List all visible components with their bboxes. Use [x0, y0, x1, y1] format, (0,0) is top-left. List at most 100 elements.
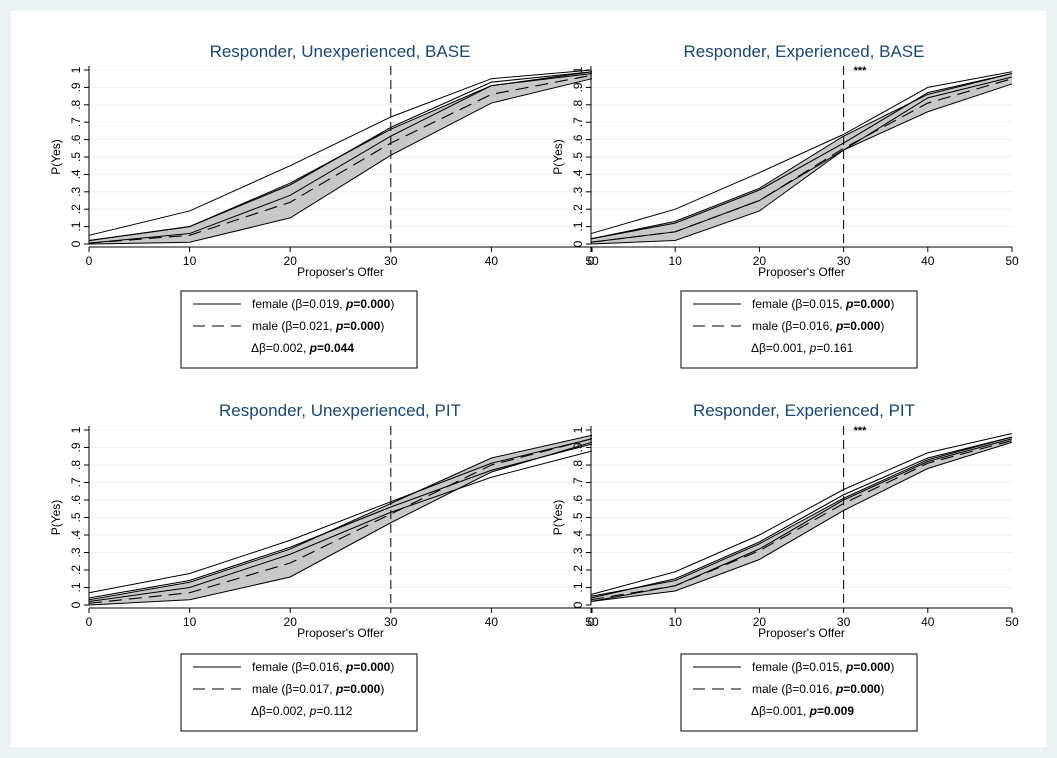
- legend-p-value: =0.000: [853, 297, 890, 311]
- x-axis-title: Proposer's Offer: [297, 626, 384, 640]
- legend-entry-male: male (β=0.017, p=0.000): [252, 682, 384, 696]
- y-axis-title: P(Yes): [49, 139, 63, 175]
- legend-text: male (β=0.021,: [252, 319, 336, 333]
- legend-close: ): [380, 682, 384, 696]
- legend-text: male (β=0.016,: [752, 319, 836, 333]
- y-tick-label: .3: [69, 547, 83, 557]
- series-line-female: [88, 443, 593, 599]
- y-tick-label: .3: [571, 547, 585, 557]
- x-tick-label: 40: [485, 615, 499, 629]
- legend-p-value: =0.000: [353, 660, 390, 674]
- legend: female (β=0.015, p=0.000)male (β=0.016, …: [680, 653, 918, 732]
- legend-p-value: =0.000: [843, 682, 880, 696]
- legend-text: female (β=0.016,: [252, 660, 346, 674]
- ci-upper-line-male: [88, 434, 593, 601]
- x-tick-label: 20: [753, 615, 767, 629]
- x-tick-label: 20: [284, 254, 298, 268]
- legend-p-symbol: p: [309, 341, 317, 355]
- x-tick-label: 20: [284, 615, 298, 629]
- legend-close: ): [390, 660, 394, 674]
- legend-text: Δβ=0.002,: [251, 341, 310, 355]
- x-tick-label: 10: [669, 254, 683, 268]
- y-tick-label: .1: [69, 582, 83, 592]
- x-tick-label: 0: [588, 254, 595, 268]
- y-tick-label: .5: [69, 152, 83, 162]
- legend-text: Δβ=0.002,: [251, 704, 310, 718]
- x-tick-label: 50: [1005, 615, 1019, 629]
- y-tick-label: .9: [571, 82, 585, 92]
- series-line-male: [88, 438, 593, 604]
- x-tick-label: 40: [921, 615, 935, 629]
- series-line-female: [590, 436, 1013, 599]
- y-tick-label: .8: [571, 99, 585, 109]
- legend-entry-male: male (β=0.016, p=0.000): [752, 682, 884, 696]
- y-tick-label: .6: [69, 134, 83, 144]
- ci-upper-line-female: [590, 433, 1013, 595]
- x-tick-label: 30: [384, 615, 398, 629]
- legend-text: Δβ=0.001,: [751, 704, 810, 718]
- y-tick-label: .5: [571, 152, 585, 162]
- y-tick-label: .5: [69, 512, 83, 522]
- legend-text: female (β=0.015,: [752, 297, 846, 311]
- y-tick-label: .3: [69, 186, 83, 196]
- significance-annotation: ***: [854, 65, 868, 77]
- ci-upper-line-male: [590, 436, 1013, 597]
- chart-panel-4: Responder, Experienced, PIT *** 0 .1 .2 .3 .4.…: [551, 401, 1019, 732]
- legend-entry-female: female (β=0.015, p=0.000): [752, 297, 894, 311]
- y-tick-label: .7: [69, 117, 83, 127]
- legend-p-symbol: p: [809, 704, 817, 718]
- confidence-band-male: [591, 437, 1012, 602]
- legend-p-value: =0.044: [317, 341, 354, 355]
- chart-title: Responder, Unexperienced, PIT: [219, 401, 461, 420]
- y-tick-label: .5: [571, 512, 585, 522]
- y-tick-label: 0: [571, 240, 585, 247]
- y-tick-label: 1: [69, 66, 83, 73]
- y-tick-label: .4: [69, 169, 83, 179]
- y-tick-label: .7: [69, 477, 83, 487]
- legend-p-symbol: p: [345, 297, 353, 311]
- legend-entry-male: male (β=0.016, p=0.000): [752, 319, 884, 333]
- y-tick-label: .2: [69, 204, 83, 214]
- y-tick-label: .2: [571, 565, 585, 575]
- chart-title: Responder, Experienced, BASE: [684, 42, 925, 61]
- y-tick-label: 0: [571, 601, 585, 608]
- confidence-band-male: [591, 73, 1012, 244]
- y-tick-label: .8: [69, 460, 83, 470]
- ci-upper-line-female: [590, 71, 1013, 235]
- legend: female (β=0.015, p=0.000) male (β=0.016, …: [680, 290, 918, 369]
- legend-p-symbol: p: [309, 704, 317, 718]
- legend-p-symbol: p: [335, 682, 343, 696]
- x-tick-label: 40: [921, 254, 935, 268]
- chart-panel-3: Responder, Unexperienced, PIT 0 .1 .2 .3 .4 .5…: [49, 401, 599, 732]
- legend-text: female (β=0.019,: [252, 297, 346, 311]
- y-tick-label: .1: [69, 221, 83, 231]
- series-line-female: [88, 71, 593, 242]
- legend-text: Δβ=0.001,: [751, 341, 810, 355]
- y-axis-title: P(Yes): [551, 500, 565, 536]
- x-tick-label: 30: [384, 254, 398, 268]
- legend-p-value: =0.161: [816, 341, 853, 355]
- y-tick-label: .6: [571, 495, 585, 505]
- y-tick-label: .2: [571, 204, 585, 214]
- legend: female (β=0.016, p=0.000)male (β=0.017, …: [180, 653, 418, 732]
- y-tick-label: .4: [69, 530, 83, 540]
- series-line-female: [590, 72, 1013, 240]
- legend-text: male (β=0.017,: [252, 682, 336, 696]
- x-tick-label: 30: [837, 615, 851, 629]
- legend-close: ): [890, 660, 894, 674]
- x-tick-label: 10: [183, 254, 197, 268]
- y-tick-label: .6: [69, 495, 83, 505]
- legend-close: ): [880, 682, 884, 696]
- legend-p-value: =0.000: [343, 682, 380, 696]
- chart-title: Responder, Unexperienced, BASE: [210, 42, 471, 61]
- legend-p-value: =0.000: [853, 660, 890, 674]
- legend-p-value: =0.000: [353, 297, 390, 311]
- y-axis-title: P(Yes): [551, 139, 565, 175]
- series-line-male: [88, 74, 593, 244]
- x-axis-title: Proposer's Offer: [758, 265, 845, 279]
- ci-upper-line-male: [590, 72, 1013, 240]
- legend-p-symbol: p: [835, 319, 843, 333]
- significance-annotation: ***: [854, 425, 868, 437]
- x-tick-label: 30: [837, 254, 851, 268]
